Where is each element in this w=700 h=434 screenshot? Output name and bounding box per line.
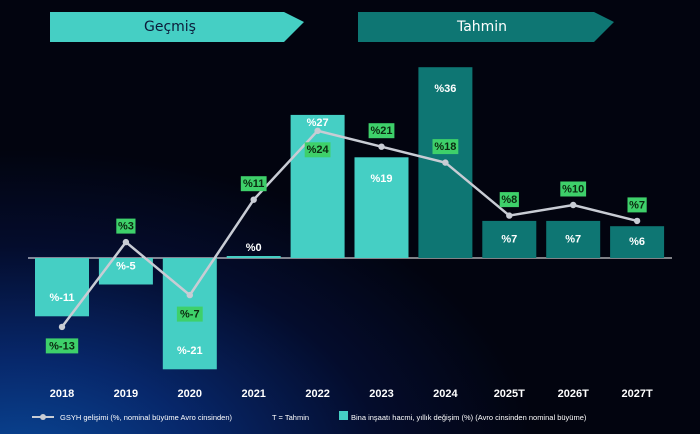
gdp-point-2021	[250, 196, 257, 203]
line-label-2023: %21	[368, 123, 395, 139]
line-label-bg	[432, 139, 459, 155]
line-label-bg	[45, 338, 79, 354]
tick-2024: 2024	[433, 388, 458, 400]
bar-label-2022: %27	[307, 117, 329, 129]
forecast-banner-arrow	[358, 12, 614, 42]
line-label-text: %-7	[180, 309, 200, 321]
bar-label-2023: %19	[370, 173, 392, 185]
gdp-line	[61, 129, 638, 328]
line-label-2019: %3	[116, 218, 136, 234]
forecast-banner: Tahmin	[358, 12, 614, 42]
history-banner: Geçmiş	[50, 12, 304, 42]
line-label-bg	[560, 181, 587, 197]
tick-2023: 2023	[369, 388, 393, 400]
bar-label-2026T: %7	[565, 233, 581, 245]
line-label-bg	[176, 306, 203, 322]
history-banner-arrow	[50, 12, 304, 42]
legend-construction-label: Bina inşaatı hacmi, yıllık değişim (%) (…	[351, 413, 587, 422]
tick-2027T: 2027T	[621, 388, 652, 400]
bar-label-2027T: %6	[629, 236, 645, 248]
gdp-point-2027T	[633, 217, 641, 225]
forecast-banner-label: Tahmin	[456, 19, 507, 35]
line-label-2018: %-13	[45, 338, 79, 354]
line-label-text: %7	[629, 199, 645, 211]
line-series	[58, 127, 641, 331]
legend-item-gdp: GSYH gelişimi (%, nominal büyüme Avro ci…	[32, 413, 233, 422]
line-label-2021: %11	[240, 176, 267, 192]
line-data-labels: %-13 %3 %-7 %11 %24 %21 %18 %8 %10 %7	[45, 123, 647, 354]
line-label-2024: %18	[432, 139, 459, 155]
bar-data-labels: %-11 %-5 %-21 %0 %27 %19 %36 %7 %7 %6	[49, 83, 645, 357]
gdp-point-2020	[186, 291, 193, 299]
bar-2021	[226, 256, 281, 258]
gdp-point-2019	[122, 238, 130, 246]
line-label-text: %24	[307, 144, 330, 156]
line-label-text: %10	[562, 183, 584, 195]
tick-2026T: 2026T	[558, 388, 589, 400]
line-label-2020: %-7	[176, 306, 203, 322]
bar-label-2025T: %7	[501, 233, 517, 245]
line-label-text: %18	[434, 141, 456, 153]
legend: GSYH gelişimi (%, nominal büyüme Avro ci…	[32, 411, 587, 422]
bar-2023	[354, 157, 409, 258]
bar-label-2021: %0	[246, 242, 262, 254]
line-label-2027T: %7	[627, 197, 647, 213]
tick-2021: 2021	[241, 388, 265, 400]
line-label-bg	[499, 192, 519, 208]
legend-gdp-label: GSYH gelişimi (%, nominal büyüme Avro ci…	[60, 413, 233, 422]
gdp-point-2024	[442, 159, 449, 166]
line-label-text: %11	[243, 178, 264, 190]
bar-label-2019: %-5	[116, 260, 136, 272]
gdp-point-2022	[314, 127, 321, 134]
line-label-bg	[240, 176, 267, 192]
legend-item-construction: Bina inşaatı hacmi, yıllık değişim (%) (…	[339, 411, 587, 422]
gdp-point-2025T	[506, 212, 513, 219]
line-label-bg	[116, 218, 136, 234]
bar-label-2018: %-11	[49, 292, 74, 304]
x-axis-ticks: 2018 2019 2020 2021 2022 2023 2024 2025T 2026T 20…	[50, 388, 653, 400]
line-label-text: %3	[118, 221, 134, 233]
line-label-bg	[368, 123, 395, 139]
line-label-bg	[304, 142, 331, 158]
gdp-point-2023	[378, 143, 385, 150]
bar-2027T	[610, 226, 665, 258]
line-label-text: %-13	[49, 340, 75, 352]
gdp-point-2026T	[570, 201, 577, 209]
bar-2018	[35, 258, 89, 317]
bar-label-2024: %36	[434, 83, 456, 95]
line-label-text: %21	[370, 125, 392, 137]
legend-forecast-note: T = Tahmin	[272, 413, 309, 422]
tick-2022: 2022	[305, 388, 329, 400]
tick-2019: 2019	[114, 388, 138, 400]
bar-2022	[290, 114, 345, 259]
bar-2026T	[546, 220, 601, 258]
tick-2020: 2020	[178, 388, 202, 400]
line-label-2025T: %8	[499, 192, 519, 208]
bar-2019	[98, 258, 153, 285]
gdp-point-2018	[58, 323, 66, 331]
history-banner-label: Geçmiş	[144, 19, 196, 35]
legend-line-marker	[40, 414, 46, 420]
line-label-2026T: %10	[560, 181, 587, 197]
bar-2025T	[482, 220, 537, 258]
bar-label-2020: %-21	[177, 345, 203, 357]
legend-bar-swatch	[339, 411, 348, 420]
line-label-2022: %24	[304, 142, 331, 158]
line-label-text: %8	[501, 194, 517, 206]
tick-2018: 2018	[50, 388, 74, 400]
bar-series	[35, 67, 665, 370]
tick-2025T: 2025T	[494, 388, 525, 400]
line-label-bg	[627, 197, 647, 213]
